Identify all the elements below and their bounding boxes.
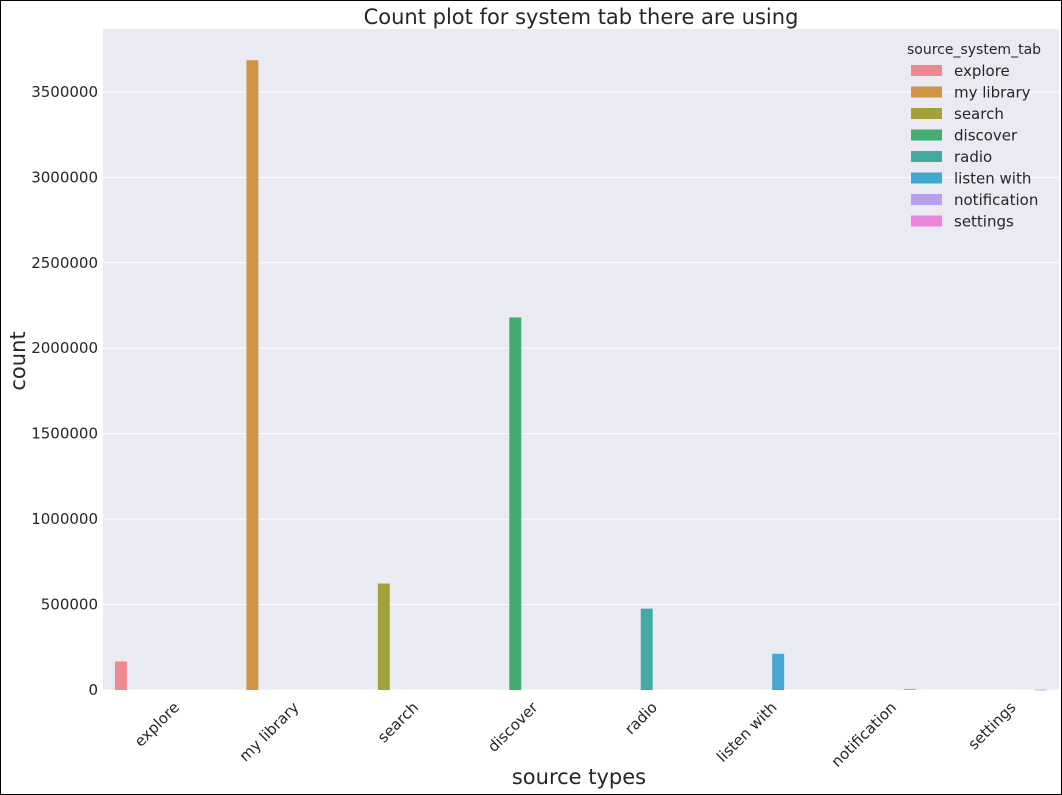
- x-tick-label: explore: [131, 698, 183, 750]
- legend-swatch: [911, 172, 942, 184]
- bar-notification: [903, 688, 916, 690]
- y-tick-label: 1000000: [31, 510, 98, 528]
- legend-swatch: [911, 151, 942, 162]
- legend-swatch: [911, 108, 942, 119]
- legend-label: search: [954, 105, 1004, 123]
- legend-label: listen with: [954, 170, 1031, 188]
- legend: source_system_tab explore my library searc…: [907, 42, 1041, 231]
- legend-label: explore: [954, 62, 1010, 80]
- legend-label: radio: [954, 148, 992, 166]
- y-tick-labels: 0 500000 1000000 1500000 2000000 2500000 30000…: [31, 83, 98, 699]
- legend-label: settings: [954, 213, 1014, 231]
- bar-radio: [640, 608, 653, 690]
- x-tick-label: notification: [828, 698, 900, 770]
- legend-label: notification: [954, 191, 1038, 209]
- y-tick-label: 3000000: [31, 168, 98, 186]
- x-tick-label: listen with: [713, 698, 780, 765]
- plot-area: [103, 29, 1059, 690]
- x-tick-label: settings: [964, 698, 1019, 753]
- x-tick-label: discover: [484, 698, 542, 756]
- y-tick-label: 500000: [41, 596, 98, 614]
- legend-swatch: [911, 86, 942, 98]
- bar-listen-with: [772, 653, 785, 690]
- x-tick-label: my library: [236, 698, 303, 765]
- y-tick-label: 2500000: [31, 254, 98, 272]
- x-tick-label: search: [374, 698, 422, 746]
- y-axis-label: count: [6, 331, 30, 390]
- y-tick-label: 0: [88, 681, 98, 699]
- legend-swatch: [911, 194, 942, 205]
- bar-explore: [114, 661, 127, 690]
- legend-swatch: [911, 129, 942, 141]
- y-tick-label: 1500000: [31, 425, 98, 443]
- legend-label: my library: [954, 84, 1031, 102]
- x-axis-label: source types: [512, 765, 646, 789]
- y-tick-label: 3500000: [31, 83, 98, 101]
- chart-title: Count plot for system tab there are usin…: [364, 5, 799, 29]
- bar-search: [377, 583, 390, 690]
- gridlines: [103, 91, 1059, 691]
- legend-label: discover: [954, 127, 1018, 145]
- bars: [114, 60, 1048, 691]
- x-tick-labels: explore my library search discover radio list…: [131, 698, 1020, 771]
- x-tick-label: radio: [621, 698, 661, 738]
- bar-my-library: [246, 60, 259, 690]
- bar-discover: [509, 317, 522, 690]
- legend-swatch: [911, 215, 942, 227]
- y-tick-label: 2000000: [31, 339, 98, 357]
- legend-title: source_system_tab: [907, 42, 1041, 58]
- bar-settings: [1035, 689, 1048, 691]
- legend-swatch: [911, 65, 942, 76]
